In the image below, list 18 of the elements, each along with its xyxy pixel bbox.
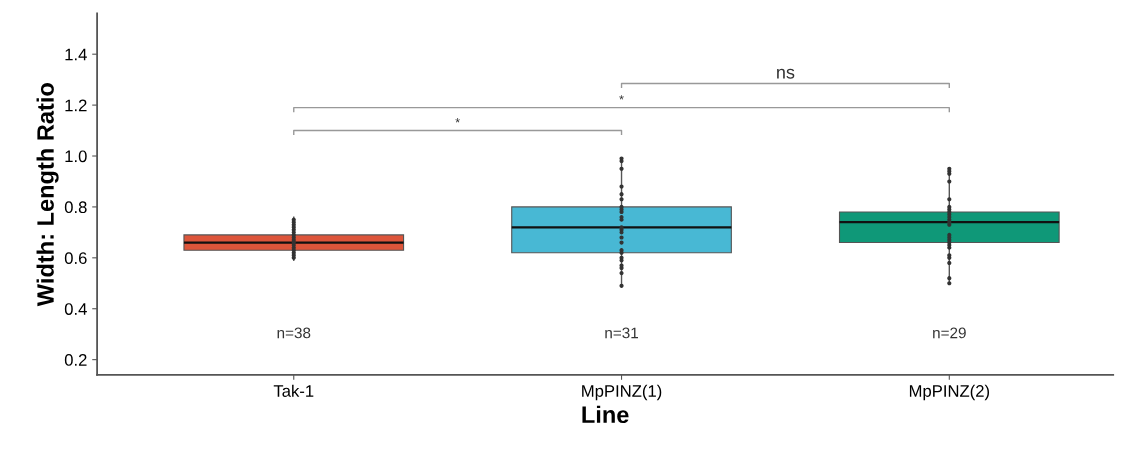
x-tick-label: MpPINZ(1) (582, 384, 662, 401)
x-tick-label: Tak-1 (273, 384, 314, 397)
annotation: ns (777, 68, 795, 79)
y-axis-title: Width: Length Ratio (36, 83, 59, 307)
y-tick-label: 0.2 (64, 354, 87, 366)
annotation: n=38 (277, 327, 311, 339)
y-tick-label: 0.4 (64, 303, 87, 315)
annotation: * (455, 118, 460, 123)
y-tick-label: 0.6 (64, 252, 87, 265)
y-tick-label: 1.2 (65, 99, 87, 112)
y-tick-label: 0.8 (64, 201, 87, 214)
annotation: * (619, 95, 624, 100)
annotation: n=31 (605, 327, 638, 339)
annotation: n=29 (933, 327, 966, 339)
x-tick-label: MpPINZ(2) (909, 384, 990, 401)
y-tick-label: 1.0 (65, 150, 87, 163)
x-axis-title: Line (582, 405, 629, 424)
y-tick-label: 1.4 (65, 48, 87, 61)
